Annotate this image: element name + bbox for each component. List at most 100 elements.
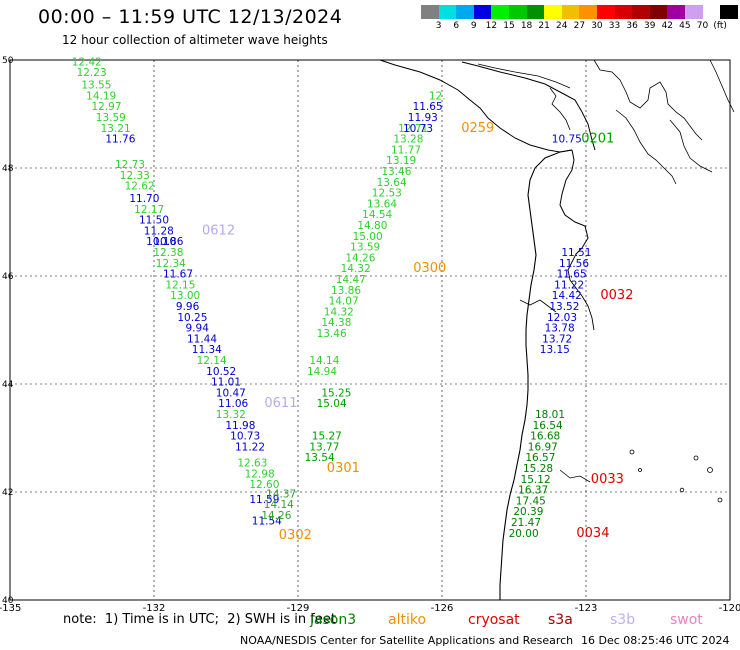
wave-height-label: 11.70 [129,193,159,205]
wave-height-label: 14.26 [261,510,291,522]
map-frame [9,59,731,601]
wave-height-label: 10.25 [177,312,207,324]
wave-height-label: 12.34 [156,258,186,270]
wave-height-label: 14.47 [336,274,366,286]
wave-height-label: 14.07 [329,296,359,308]
wave-height-label: 16.57 [525,452,555,464]
color-scale-label: 15 [503,21,515,31]
wave-height-label: 11.65 [557,269,587,281]
overpass-time-label: 0300 [413,261,446,276]
overpass-time-label: 0201 [581,132,614,147]
color-scale-label: 6 [453,21,460,31]
wave-height-label: 12.23 [77,67,107,79]
color-scale-label: 3 [435,21,442,31]
wave-height-label: 13.64 [377,177,407,189]
wave-height-label: 13.46 [317,328,347,340]
wave-height-label: 10.73 [403,123,433,135]
wave-height-label: 11.22 [235,441,265,453]
wave-height-label: 10.47 [216,387,246,399]
color-scale-label: 12 [485,21,498,31]
footnote: note: 1) Time is in UTC; 2) SWH is in fe… [63,612,336,627]
overpass-time-label: 0302 [279,528,312,543]
wave-height-label: 14.42 [552,290,582,302]
color-scale-label: 36 [626,21,638,31]
color-swatch [491,5,509,19]
color-scale-labels: 3 6 9 12 15 18 21 24 27 30 33 36 39 42 45 70 (ft) [421,21,729,31]
wave-height-label: 13.32 [216,409,246,421]
wave-height-label: 13.52 [549,301,579,313]
color-scale-label: 24 [556,21,568,31]
wave-height-label: 13.64 [367,198,397,210]
wave-height-label: 14.54 [362,209,392,221]
wave-height-label: 11.65 [413,101,443,113]
color-swatch [614,5,633,19]
color-swatch [720,5,738,19]
wave-height-label: 10.52 [206,366,236,378]
wave-height-label: 12.33 [120,170,150,182]
wave-height-label: 10.75 [552,134,582,146]
color-scale-label: 21 [538,21,550,31]
wave-height-label: 15.12 [521,474,551,486]
wave-height-label: 11.67 [163,269,193,281]
wave-height-label: 11.44 [187,333,217,345]
wave-height-label: 12.53 [372,188,402,200]
wave-height-label: 11.98 [225,420,255,432]
color-scale-label: 30 [591,21,603,31]
wave-height-label: 15.27 [312,431,342,443]
wave-height-label: 11.76 [105,134,135,146]
lon-tick-label: -120 [719,603,740,614]
wave-height-label: 12.42 [72,56,102,68]
color-scale-label: (ft) [713,21,727,31]
color-swatch [667,5,685,19]
lon-tick-label: -135 [0,603,21,614]
color-scale-label: 9 [470,21,477,31]
lat-tick-label: 48 [2,164,14,174]
wave-height-label: 9.96 [176,301,200,313]
lon-tick-label: -123 [575,603,598,614]
mission-label-s3b: s3b [610,612,636,628]
wave-height-label: 9.94 [186,323,210,335]
wave-height-label: 11.22 [554,279,584,291]
overpass-time-label: 0032 [600,288,633,303]
wave-height-label: 21.47 [511,517,541,529]
wave-height-label: 12.62 [125,181,155,193]
lon-tick-label: -132 [143,603,166,614]
wave-height-label: 15.04 [317,398,347,410]
color-swatch [456,5,474,19]
overpass-time-label: 0033 [591,472,624,487]
wave-height-label: 13.46 [381,166,411,178]
color-scale-label: 18 [520,21,533,31]
wave-height-label: 11.56 [559,258,589,270]
coastline [379,59,735,600]
wave-height-label: 13.28 [393,134,423,146]
wave-height-tracks: 12.4212.2313.5514.1912.9713.5913.2112.73… [72,56,592,539]
lat-tick-label: 40 [2,596,14,606]
wave-height-label: 14.32 [324,306,354,318]
wave-height-label: 11.50 [139,215,169,227]
wave-height-label: 11.34 [192,344,222,356]
wave-height-label: 11.51 [561,247,591,259]
overpass-time-label: 0611 [264,396,297,411]
color-scale-label: 27 [573,21,586,31]
wave-height-label: 12.97 [91,101,121,113]
wave-height-label: 12.73 [115,159,145,171]
wave-height-label: 13.55 [81,80,111,92]
wave-height-label: 16.68 [530,431,560,443]
wave-height-label: 13.00 [170,290,200,302]
color-scale-label: 33 [608,21,621,31]
color-scale-label: 45 [679,21,691,31]
overpass-time-labels: 0612 0611 0301 0302 0300 0259 0201 0032 0033 0034 [202,121,633,543]
wave-height-label: 11.93 [408,112,438,124]
map-grid [9,59,731,601]
wave-height-label: 14.14 [264,499,294,511]
wave-height-label: 14.14 [309,355,339,367]
lat-tick-label: 44 [2,380,14,390]
wave-height-label: 12. [429,90,446,102]
wave-height-label: 12.60 [249,479,279,491]
wave-height-label: 12.03 [547,312,577,324]
wave-height-label: 13.54 [305,452,335,464]
wave-height-label: 10.73 [230,431,260,443]
wave-height-label: 13.19 [386,155,416,167]
